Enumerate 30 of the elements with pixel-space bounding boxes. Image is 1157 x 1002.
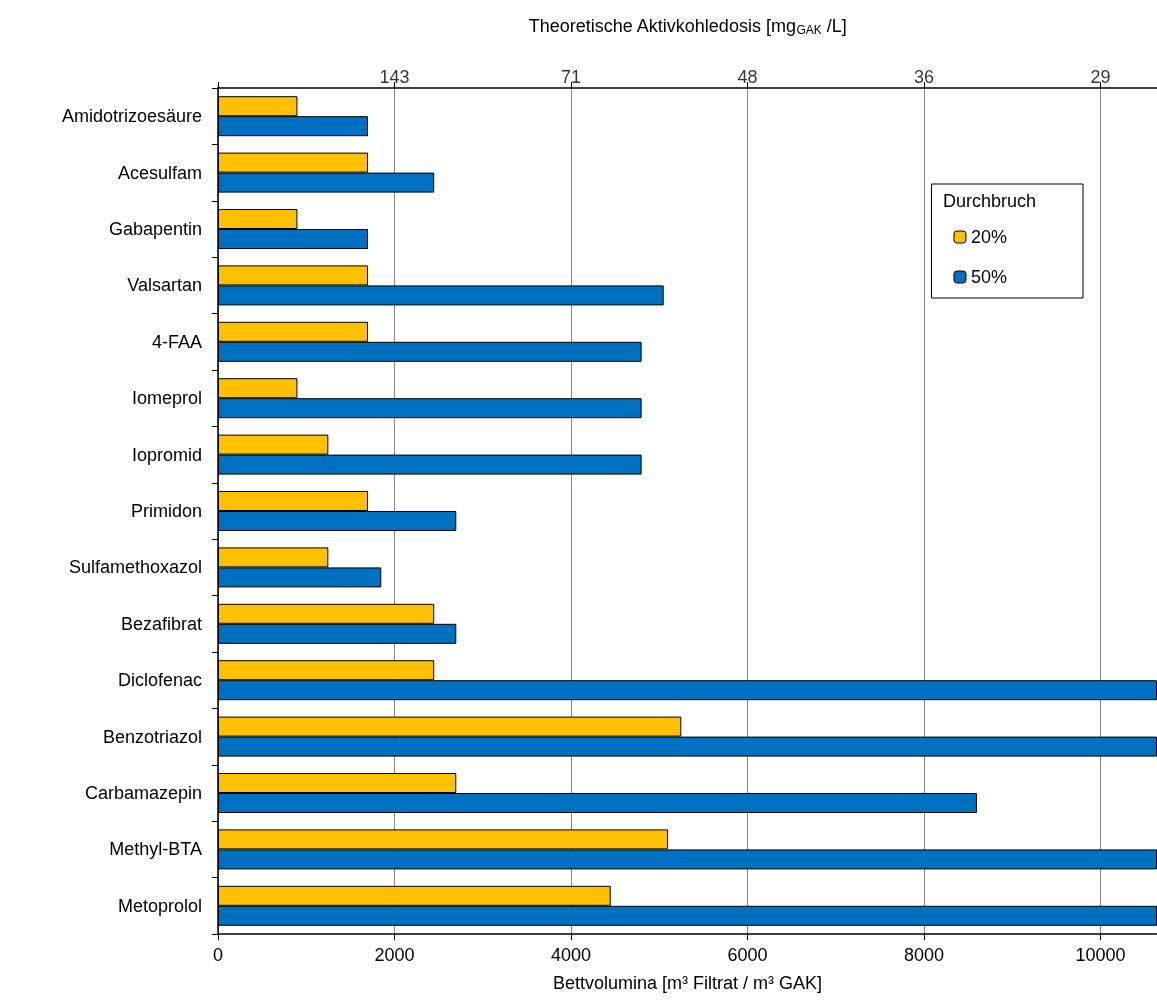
x-tick-label: 2000 [374,945,415,965]
y-tick-label: 4-FAA [151,331,202,352]
y-tick-label: Valsartan [127,275,202,296]
x-tick-label: 10000 [1075,945,1126,965]
y-tick-label: Sulfamethoxazol [68,557,202,578]
y-tick-label: Primidon [130,501,202,521]
y-tick-label: Benzotriazol [102,726,202,747]
y-tick-label: Iomeprol [131,388,202,409]
legend-label: 50% [970,267,1007,287]
y-tick-label: Acesulfam [117,162,202,183]
x-axis-title: Bettvolumina [m³ Filtrat / m³ GAK] [552,973,823,993]
x-tick-label: 0 [212,945,224,965]
legend-title: Durchbruch [943,191,1037,211]
y-tick-label: Methyl-BTA [109,839,202,860]
legend-label: 20% [970,227,1007,247]
y-tick-label: Carbamazepin [84,783,202,803]
y-tick-label: Gabapentin [108,219,202,239]
text: 29 [1090,67,1111,88]
text: 48 [737,67,758,88]
x-tick-label: 8000 [903,945,945,965]
x-tick-label: 6000 [727,945,768,965]
text: 36 [914,67,935,88]
text: 143 [379,67,410,88]
text: 71 [560,67,582,88]
y-tick-label: Iopromid [131,444,202,465]
y-tick-label: Diclofenac [117,670,202,691]
y-tick-label: Bezafibrat [120,613,202,634]
y-tick-label: Metoprolol [117,895,202,916]
y-tick-label: Amidotrizoesäure [61,106,202,127]
x-tick-label: 4000 [550,945,592,965]
